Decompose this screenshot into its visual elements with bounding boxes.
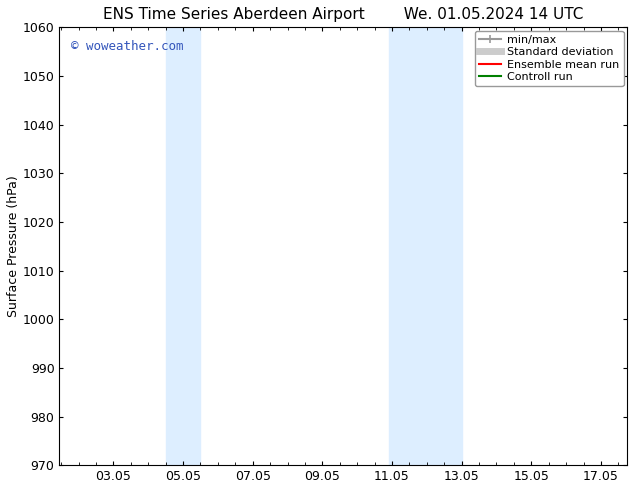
Title: ENS Time Series Aberdeen Airport        We. 01.05.2024 14 UTC: ENS Time Series Aberdeen Airport We. 01.…: [103, 7, 583, 22]
Bar: [165, 27, 200, 465]
Y-axis label: Surface Pressure (hPa): Surface Pressure (hPa): [7, 175, 20, 317]
Text: © woweather.com: © woweather.com: [71, 40, 183, 53]
Bar: [389, 27, 462, 465]
Legend: min/max, Standard deviation, Ensemble mean run, Controll run: min/max, Standard deviation, Ensemble me…: [475, 30, 624, 86]
